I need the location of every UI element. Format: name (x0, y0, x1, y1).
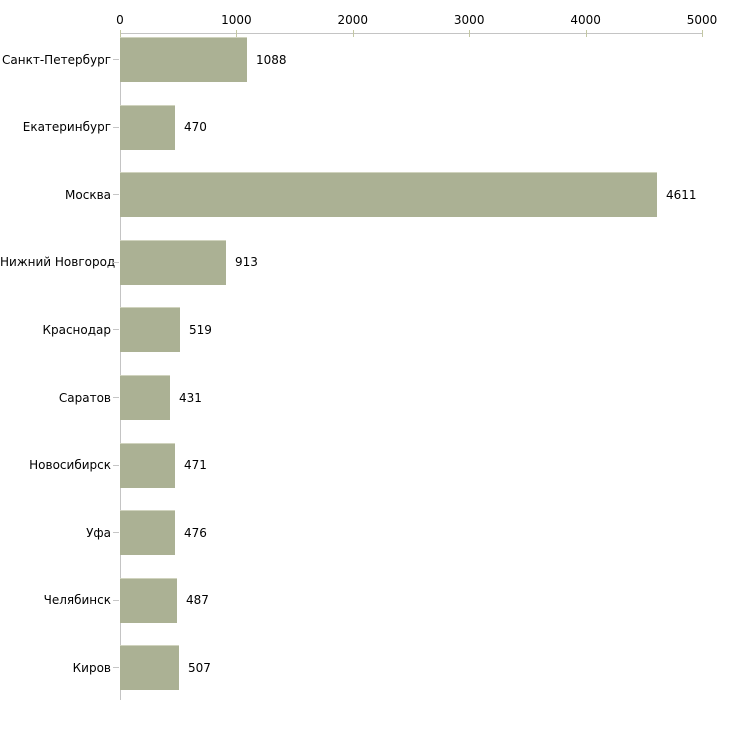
y-axis-tick-mark (113, 194, 119, 196)
value-label: 476 (184, 525, 207, 540)
x-axis-tick-mark (352, 30, 354, 37)
category-label: Уфа (86, 525, 111, 540)
bar (120, 307, 180, 353)
bar-row: Новосибирск 471 (0, 442, 730, 488)
y-axis-tick-mark (113, 667, 119, 669)
category-label: Москва (65, 187, 111, 202)
bar (120, 375, 170, 420)
value-label: 913 (235, 255, 258, 270)
value-label: 471 (184, 458, 207, 473)
category-label: Саратов (58, 390, 111, 405)
bar (120, 239, 226, 285)
x-axis-line (120, 33, 703, 34)
category-label: Нижний Новгород (0, 255, 116, 270)
x-axis-tick-mark (469, 30, 471, 37)
category-label: Екатеринбург (22, 120, 111, 135)
bar (120, 104, 175, 150)
value-label: 519 (189, 322, 212, 337)
bar (120, 442, 175, 488)
bar-row: Челябинск 487 (0, 577, 730, 623)
bar (120, 37, 247, 82)
bar-row: Киров 507 (0, 645, 730, 691)
x-axis-tick-label: 5000 (686, 13, 718, 27)
value-label: 4611 (666, 187, 697, 202)
y-axis-tick-mark (113, 464, 119, 466)
value-label: 1088 (256, 52, 287, 67)
bar-row: Екатеринбург 470 (0, 104, 730, 150)
value-label: 431 (179, 390, 202, 405)
category-label: Челябинск (43, 593, 111, 608)
y-axis-tick-mark (113, 532, 119, 534)
y-axis-line (120, 33, 121, 700)
x-axis-tick-label: 3000 (453, 13, 485, 27)
y-axis-tick-mark (113, 261, 119, 263)
category-label: Краснодар (42, 322, 111, 337)
x-axis-tick-mark (702, 30, 703, 37)
value-label: 507 (188, 660, 211, 675)
y-axis-tick-mark (113, 126, 119, 128)
y-axis-tick-mark (113, 599, 119, 601)
value-label: 487 (186, 593, 209, 608)
y-axis-tick-mark (113, 59, 119, 60)
bar (120, 577, 177, 623)
bar-row: Нижний Новгород 913 (0, 239, 730, 285)
bar (120, 645, 179, 691)
x-axis-tick-mark (120, 30, 121, 37)
bar-row: Санкт-Петербург 1088 (0, 37, 730, 82)
y-axis-tick-mark (113, 329, 119, 331)
x-axis-tick-mark (236, 30, 238, 37)
bar-row: Саратов 431 (0, 375, 730, 420)
x-axis-tick-label: 4000 (570, 13, 601, 27)
x-axis-tick-mark (585, 30, 587, 37)
x-axis-tick-label: 1000 (221, 13, 252, 27)
category-label: Санкт-Петербург (2, 52, 111, 67)
value-label: 470 (184, 120, 207, 135)
bar-row: Уфа 476 (0, 510, 730, 556)
bar-row: Москва 4611 (0, 172, 730, 218)
bar-row: Краснодар 519 (0, 307, 730, 353)
category-label: Киров (72, 660, 111, 675)
bar (120, 510, 175, 556)
x-axis-tick-label: 0 (116, 13, 124, 27)
bar (120, 172, 657, 218)
category-label: Новосибирск (29, 458, 111, 473)
x-axis-tick-label: 2000 (337, 13, 369, 27)
y-axis-tick-mark (113, 397, 119, 398)
